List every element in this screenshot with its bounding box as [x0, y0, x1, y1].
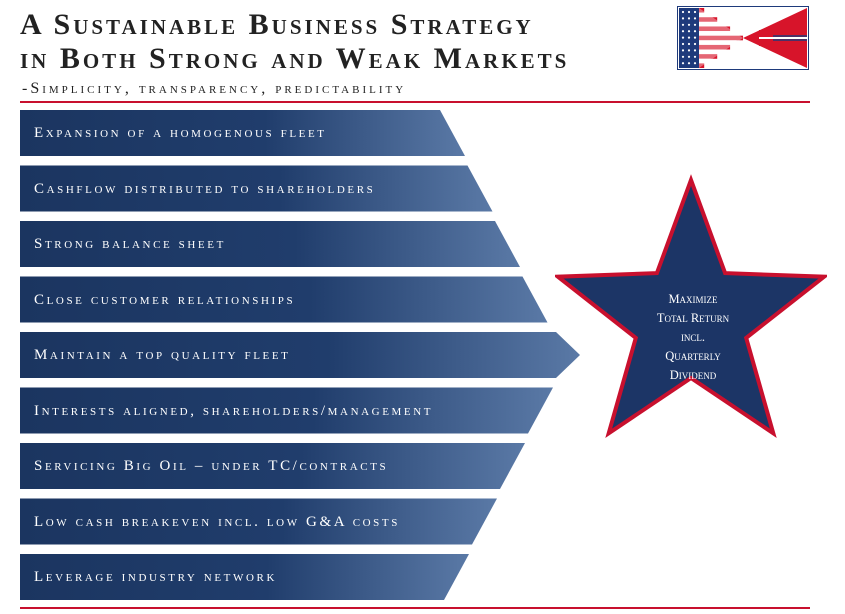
footer-divider	[20, 607, 810, 609]
strategy-bar	[20, 165, 493, 212]
strategy-bar	[20, 498, 497, 545]
star-icon	[555, 174, 827, 439]
slide-title-line-1: A Sustainable Business Strategy	[20, 8, 534, 41]
slide-title-line-2: in Both Strong and Weak Markets	[20, 42, 570, 75]
strategy-bar	[20, 332, 580, 378]
strategy-item-label: Close customer relationships	[34, 291, 296, 308]
goal-line: Dividend	[669, 368, 717, 382]
strategy-item-label: Cashflow distributed to shareholders	[34, 180, 376, 197]
goal-line: Total Return	[656, 311, 730, 325]
goal-line: incl.	[680, 330, 706, 344]
strategy-item-label: Low cash breakeven incl. low G&A costs	[34, 513, 400, 530]
strategy-item-label: Leverage industry network	[34, 569, 277, 585]
strategy-item-label: Expansion of a homogenous fleet	[34, 125, 327, 141]
goal-line: Quarterly	[665, 349, 721, 363]
strategy-bar	[20, 276, 548, 323]
strategy-bar	[20, 443, 525, 489]
strategy-item-label: Strong balance sheet	[34, 236, 226, 252]
goal-statement: Maximize Total Return incl. Quarterly Di…	[620, 290, 766, 385]
strategy-item-label: Interests aligned, shareholders/manageme…	[34, 402, 434, 419]
strategy-item-label: Servicing Big Oil – under TC/contracts	[34, 458, 389, 474]
header-divider	[20, 101, 810, 103]
goal-line: Maximize	[668, 292, 718, 306]
strategy-bar	[20, 387, 553, 434]
strategy-bar	[20, 110, 465, 156]
slide-subtitle: -Simplicity, transparency, predictabilit…	[22, 80, 407, 97]
strategy-bar	[20, 554, 469, 600]
strategy-bar	[20, 221, 520, 267]
flag-logo	[677, 6, 809, 70]
strategy-item-label: Maintain a top quality fleet	[34, 347, 291, 363]
